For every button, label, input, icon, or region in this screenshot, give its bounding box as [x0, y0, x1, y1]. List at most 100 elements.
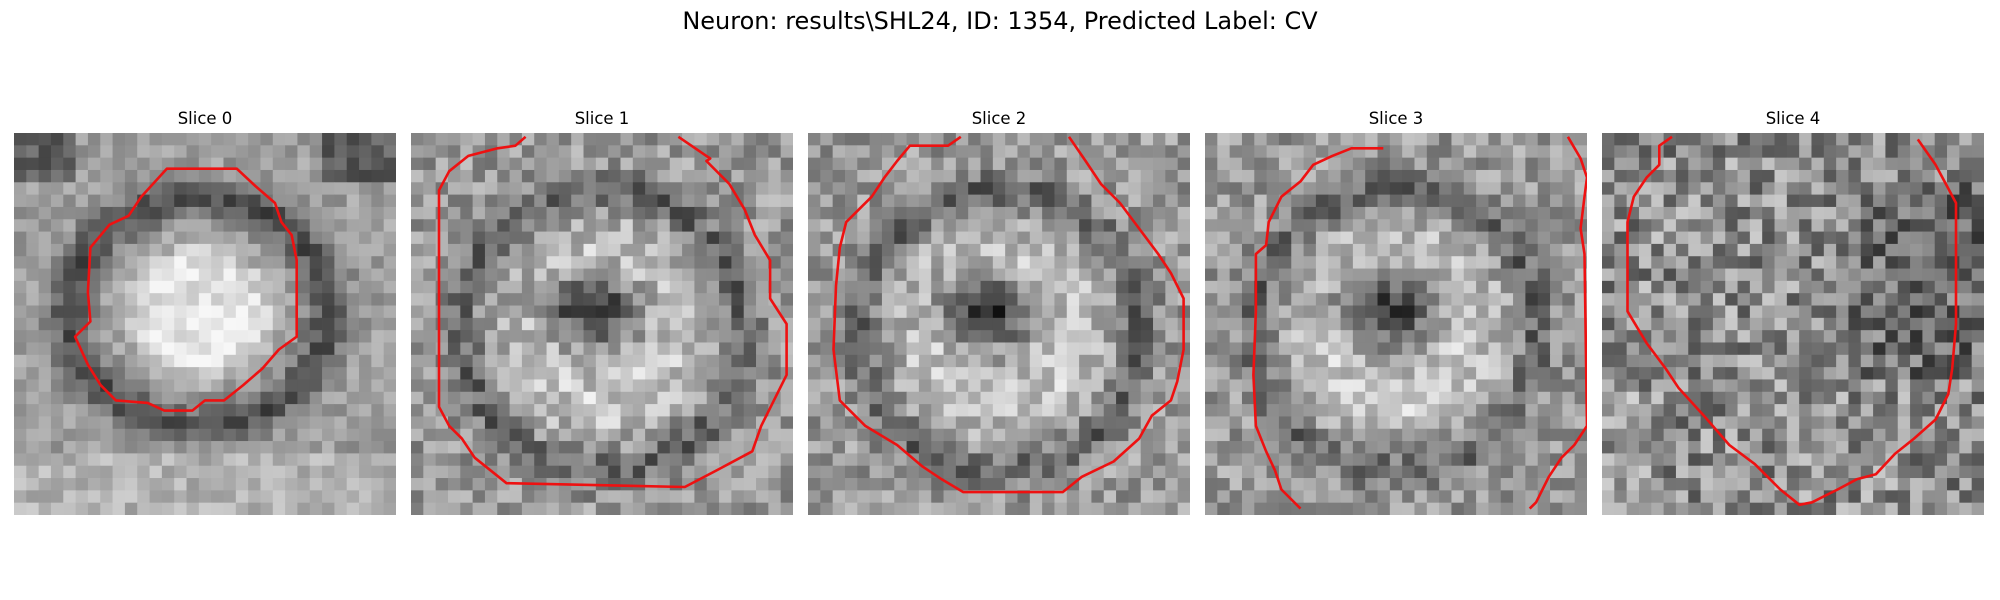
pixel	[423, 490, 437, 504]
pixel	[174, 133, 187, 146]
pixel	[1241, 342, 1255, 356]
pixel	[808, 268, 821, 282]
pixel	[137, 317, 150, 331]
pixel	[1848, 453, 1862, 467]
pixel	[1934, 280, 1948, 294]
pixel	[186, 428, 200, 442]
pixel	[1663, 268, 1677, 282]
pixel	[980, 428, 994, 442]
pixel	[272, 465, 286, 479]
pixel	[1205, 280, 1218, 294]
pixel	[346, 182, 360, 196]
pixel	[423, 231, 437, 245]
pixel	[1513, 428, 1526, 442]
cell-contour	[437, 135, 788, 489]
pixel	[423, 256, 437, 269]
pixel	[1340, 354, 1354, 368]
pixel	[645, 391, 658, 405]
pixel	[1663, 231, 1677, 245]
pixel	[1377, 453, 1391, 467]
pixel	[1513, 256, 1526, 269]
pixel	[1328, 280, 1341, 294]
pixel	[1614, 206, 1628, 220]
pixel	[756, 194, 769, 208]
pixel	[100, 453, 113, 467]
pixel	[435, 293, 449, 306]
pixel	[411, 268, 424, 282]
pixel	[435, 342, 449, 356]
pixel	[484, 367, 498, 380]
pixel	[346, 157, 360, 171]
pixel	[1700, 354, 1714, 368]
pixel	[731, 169, 745, 183]
pixel	[1476, 465, 1489, 479]
pixel	[1562, 354, 1576, 368]
pixel	[63, 330, 77, 343]
pixel	[38, 182, 52, 196]
pixel	[1823, 342, 1837, 356]
pixel	[14, 416, 27, 430]
pixel	[1762, 194, 1775, 208]
pixel	[63, 243, 77, 257]
pixel	[1525, 404, 1539, 417]
pixel	[161, 465, 175, 479]
pixel	[1626, 391, 1640, 405]
pixel	[1365, 293, 1378, 306]
pixel	[632, 379, 646, 393]
pixel	[1774, 441, 1788, 454]
pixel	[285, 391, 298, 405]
pixel	[1029, 465, 1043, 479]
pixel	[844, 219, 858, 232]
pixel	[756, 305, 769, 319]
pixel	[211, 391, 224, 405]
pixel	[1303, 404, 1317, 417]
pixel	[1315, 256, 1329, 269]
pixel	[992, 293, 1006, 306]
pixel	[1737, 157, 1751, 171]
pixel	[869, 453, 883, 467]
pixel	[645, 293, 658, 306]
pixel	[1626, 354, 1640, 368]
pixel	[297, 243, 311, 257]
pixel	[174, 206, 187, 220]
pixel	[1885, 280, 1899, 294]
pixel	[1029, 453, 1043, 467]
pixel	[423, 379, 437, 393]
pixel	[75, 157, 89, 171]
pixel	[1128, 145, 1142, 159]
pixel	[980, 305, 994, 319]
pixel	[14, 428, 27, 442]
pixel	[1651, 502, 1665, 515]
pixel	[595, 354, 609, 368]
pixel	[808, 367, 821, 380]
pixel	[383, 157, 396, 171]
pixel	[571, 145, 584, 159]
pixel	[1725, 379, 1738, 393]
pixel	[657, 182, 671, 196]
pixel	[1848, 354, 1862, 368]
pixel	[632, 478, 646, 491]
pixel	[857, 169, 871, 183]
pixel	[272, 280, 286, 294]
pixel	[359, 502, 372, 515]
pixel	[694, 354, 708, 368]
pixel	[1550, 490, 1563, 504]
pixel	[124, 478, 138, 491]
pixel	[260, 502, 274, 515]
pixel	[174, 330, 187, 343]
pixel	[1971, 404, 1984, 417]
pixel	[931, 367, 944, 380]
pixel	[1017, 133, 1031, 146]
pixel	[75, 305, 89, 319]
pixel	[1140, 342, 1154, 356]
pixel	[1389, 157, 1403, 171]
pixel	[1786, 465, 1800, 479]
pixel	[1562, 219, 1576, 232]
pixel	[1525, 367, 1539, 380]
pixel	[211, 182, 224, 196]
pixel	[1675, 256, 1689, 269]
pixel	[1700, 367, 1714, 380]
pixel	[1700, 280, 1714, 294]
pixel	[149, 305, 163, 319]
pixel	[931, 256, 944, 269]
